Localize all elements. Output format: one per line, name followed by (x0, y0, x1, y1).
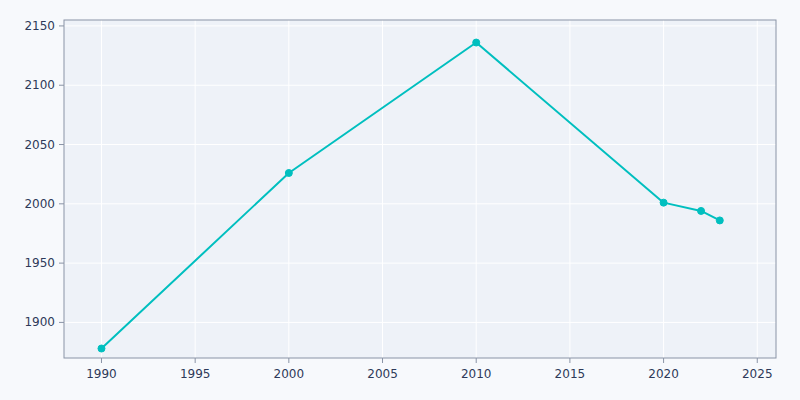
point (698, 207, 705, 214)
x-grid-line (757, 20, 758, 358)
y-tick (59, 263, 64, 264)
y-tick (59, 144, 64, 145)
y-grid-line (64, 322, 776, 323)
plot-area (64, 20, 776, 358)
point (285, 169, 292, 176)
y-tick-label: 2150 (24, 19, 55, 33)
y-tick-label: 2050 (24, 138, 55, 152)
x-tick (195, 358, 196, 363)
y-grid-line (64, 85, 776, 86)
series (98, 39, 723, 352)
x-tick-label: 2025 (742, 367, 773, 381)
point (473, 39, 480, 46)
x-tick-label: 2010 (461, 367, 492, 381)
x-tick-label: 2015 (555, 367, 586, 381)
x-tick (382, 358, 383, 363)
y-grid-line (64, 144, 776, 145)
plot-frame (64, 20, 776, 358)
y-tick-label: 1900 (24, 315, 55, 329)
x-tick (663, 358, 664, 363)
y-tick-label: 2000 (24, 197, 55, 211)
y-grid-line (64, 263, 776, 264)
x-tick-label: 1990 (86, 367, 117, 381)
line (101, 43, 719, 349)
chart: 1990 1995 2000 2005 2010 2015 2020 2025 1900 1950… (0, 0, 800, 400)
y-tick (59, 203, 64, 204)
x-tick-label: 2020 (648, 367, 679, 381)
x-grid-line (476, 20, 477, 358)
page: {"chart_data": {"type": "line", "x": [19… (0, 0, 800, 400)
point (716, 217, 723, 224)
x-grid-line (288, 20, 289, 358)
x-tick (101, 358, 102, 363)
y-tick-label: 1950 (24, 256, 55, 270)
axes: 1990 1995 2000 2005 2010 2015 2020 2025 1900 1950… (24, 19, 772, 381)
x-tick (288, 358, 289, 363)
x-tick (569, 358, 570, 363)
x-tick-label: 2005 (367, 367, 398, 381)
x-tick (757, 358, 758, 363)
y-grid-line (64, 25, 776, 26)
point (660, 199, 667, 206)
y-tick-label: 2100 (24, 78, 55, 92)
point (98, 345, 105, 352)
x-tick-label: 1995 (180, 367, 211, 381)
x-grid-line (195, 20, 196, 358)
x-tick (476, 358, 477, 363)
background (0, 0, 800, 400)
y-tick (59, 322, 64, 323)
x-tick-label: 2000 (274, 367, 305, 381)
x-grid-line (569, 20, 570, 358)
y-tick (59, 85, 64, 86)
x-grid-line (663, 20, 664, 358)
grid (64, 20, 776, 358)
y-tick (59, 25, 64, 26)
x-grid-line (101, 20, 102, 358)
x-grid-line (382, 20, 383, 358)
